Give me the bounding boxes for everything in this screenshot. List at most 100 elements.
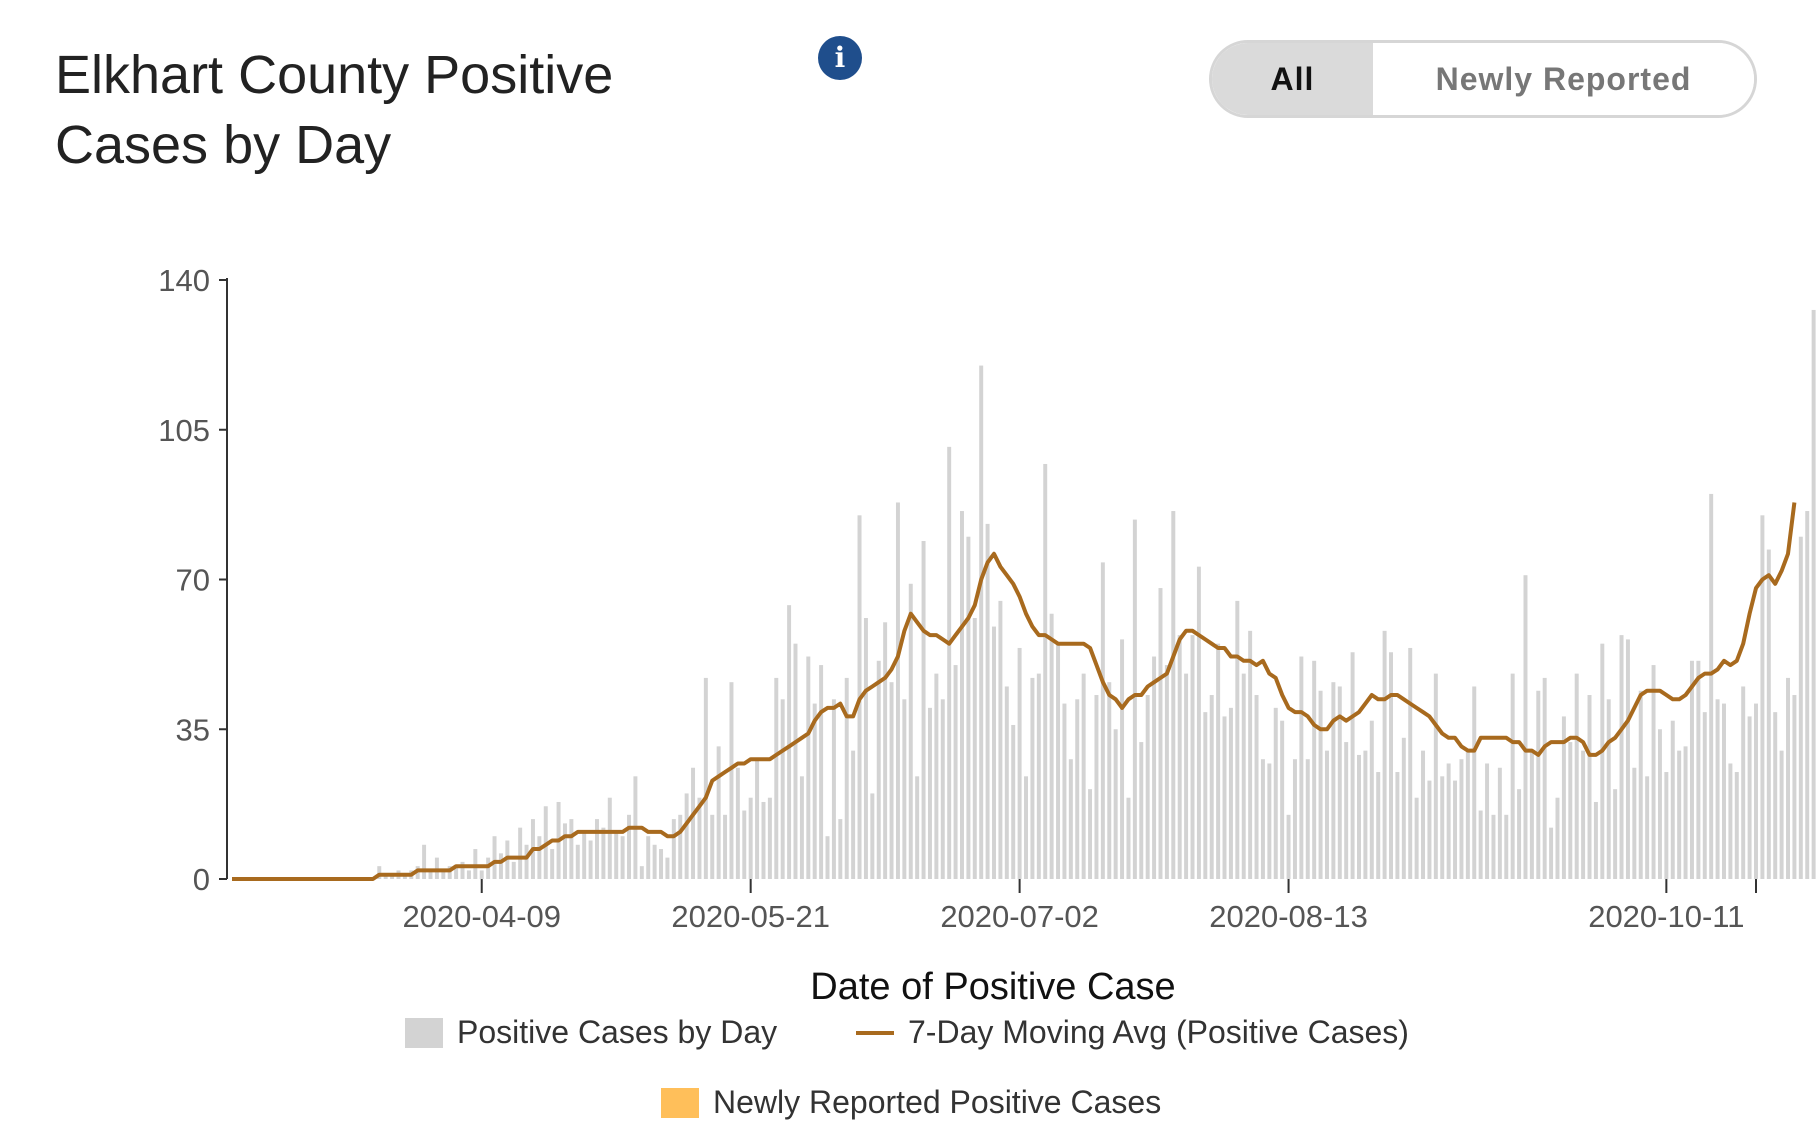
case-bar <box>1350 652 1355 879</box>
case-bar <box>1446 763 1451 879</box>
case-bar <box>1421 750 1426 879</box>
case-bar <box>447 866 452 879</box>
case-bar <box>1465 750 1470 879</box>
case-bar <box>1299 656 1304 879</box>
case-bar <box>1747 716 1752 879</box>
case-bar <box>1632 767 1637 879</box>
case-bar <box>819 665 824 879</box>
case-bar <box>767 797 772 879</box>
case-bar <box>1773 712 1778 879</box>
case-bar <box>1715 699 1720 879</box>
case-bar <box>671 819 676 879</box>
case-bar <box>614 831 619 879</box>
case-bar <box>1741 686 1746 879</box>
case-bar <box>1107 682 1112 879</box>
case-bar <box>863 618 868 879</box>
case-bar <box>716 746 721 879</box>
case-bar <box>1613 789 1618 879</box>
moving-avg-line <box>232 502 1797 881</box>
case-bar <box>1625 639 1630 879</box>
case-bar <box>1536 690 1541 879</box>
case-bar <box>806 656 811 879</box>
case-bar <box>486 857 491 879</box>
case-bar <box>1555 797 1560 879</box>
case-bar <box>1062 703 1067 879</box>
case-bar <box>1260 759 1265 879</box>
case-bar <box>441 870 446 879</box>
case-bar <box>1721 703 1726 879</box>
case-bar <box>1779 750 1784 879</box>
case-bar <box>1056 643 1061 879</box>
case-bar <box>947 446 952 879</box>
bars-layer <box>377 309 1816 880</box>
case-bar <box>927 707 932 879</box>
case-bar <box>883 622 888 879</box>
case-bar <box>1004 686 1009 879</box>
case-bar <box>1286 814 1291 879</box>
case-bar <box>1324 750 1329 879</box>
case-bar <box>1593 801 1598 879</box>
toggle-all-button[interactable]: All <box>1212 43 1373 115</box>
case-bar <box>1696 660 1701 879</box>
case-bar <box>1318 690 1323 879</box>
info-icon[interactable]: i <box>818 36 862 80</box>
case-bar <box>1235 600 1240 879</box>
case-bar <box>1619 635 1624 879</box>
case-bar <box>755 759 760 879</box>
case-bar <box>588 840 593 879</box>
case-bar <box>1786 677 1791 879</box>
case-bar <box>1376 772 1381 879</box>
case-bar <box>1312 660 1317 879</box>
case-bar <box>966 536 971 879</box>
case-bar <box>1184 673 1189 879</box>
case-bar <box>1049 613 1054 879</box>
case-bar <box>1126 797 1131 879</box>
case-bar <box>1664 772 1669 879</box>
case-bar <box>876 660 881 879</box>
case-bar <box>1216 643 1221 879</box>
case-bar <box>729 682 734 879</box>
case-bar <box>902 699 907 879</box>
case-bar <box>921 540 926 879</box>
case-bar <box>1574 673 1579 879</box>
case-bar <box>492 836 497 879</box>
case-bar <box>1171 511 1176 879</box>
case-bar <box>1248 630 1253 879</box>
view-toggle[interactable]: All Newly Reported <box>1209 40 1757 118</box>
case-bar <box>422 844 427 879</box>
legend-swatch-newly-reported <box>661 1087 699 1118</box>
case-bar <box>1331 682 1336 879</box>
case-bar <box>1337 686 1342 879</box>
case-bar <box>831 699 836 879</box>
case-bar <box>1549 827 1554 879</box>
case-bar <box>825 836 830 879</box>
case-bar <box>1395 772 1400 879</box>
case-bar <box>1754 703 1758 879</box>
case-bar <box>1657 729 1662 879</box>
case-bar <box>1760 515 1765 879</box>
case-bar <box>934 673 939 879</box>
case-bar <box>851 750 856 879</box>
case-bar <box>1651 665 1656 879</box>
case-bar <box>793 643 798 879</box>
toggle-newly-reported-button[interactable]: Newly Reported <box>1373 43 1754 115</box>
case-bar <box>1369 720 1374 879</box>
x-tick-label: 2020-05-21 <box>671 899 830 934</box>
case-bar <box>1600 643 1605 879</box>
case-bar <box>1523 575 1528 879</box>
case-bar <box>627 814 631 879</box>
case-bar <box>582 831 587 879</box>
case-bar <box>1734 772 1739 879</box>
x-tick-label: 2020-04-09 <box>402 899 561 934</box>
case-bar <box>434 857 439 879</box>
case-bar <box>383 874 388 879</box>
case-bar <box>1510 673 1515 879</box>
case-bar <box>895 502 900 879</box>
axes-layer: 0 35 70 105 140 2020-04-09 2020-05-21 2020-07-0… <box>158 263 1757 934</box>
case-bar <box>1145 695 1150 879</box>
case-bar <box>1472 686 1477 879</box>
case-bar <box>1408 647 1413 879</box>
case-bar <box>1811 309 1816 879</box>
case-bar <box>1382 630 1387 879</box>
